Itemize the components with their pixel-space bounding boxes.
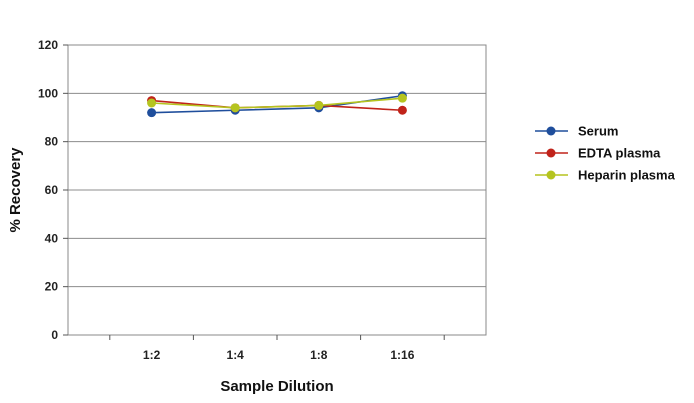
y-axis-label: % Recovery (7, 147, 24, 233)
legend-marker (546, 148, 556, 158)
data-point (230, 103, 240, 113)
series (147, 91, 407, 118)
data-point (314, 100, 324, 110)
x-tick-label: 1:16 (390, 348, 414, 362)
x-axis-ticks: 1:2 1:4 1:8 1:16 (109, 335, 445, 362)
series-line (151, 97, 403, 109)
x-axis-label: Sample Dilution (220, 378, 333, 395)
x-tick-label: 1:2 (143, 348, 161, 362)
legend-marker (546, 170, 556, 180)
series-2 (147, 93, 407, 113)
y-tick-label: 0 (51, 328, 58, 342)
x-tick-label: 1:4 (227, 348, 245, 362)
legend-label: Heparin plasma (578, 168, 676, 183)
y-tick-label: 80 (45, 135, 59, 149)
x-tick-label: 1:8 (310, 348, 328, 362)
y-tick-label: 40 (45, 231, 59, 245)
legend-marker (546, 126, 556, 136)
y-tick-label: 60 (45, 183, 59, 197)
data-point (397, 93, 407, 103)
y-axis-ticks: 0 20 40 60 80 100 120 (38, 38, 68, 342)
legend-item: Heparin plasma (535, 168, 676, 183)
legend-label: EDTA plasma (578, 146, 661, 161)
y-tick-label: 100 (38, 86, 58, 100)
data-point (397, 105, 407, 115)
gridlines (68, 44, 486, 336)
legend-item: Serum (535, 124, 618, 139)
data-point (147, 98, 157, 108)
legend: Serum EDTA plasma Heparin plasma (535, 124, 676, 183)
y-tick-label: 120 (38, 38, 58, 52)
data-point (147, 108, 157, 118)
legend-label: Serum (578, 124, 618, 139)
legend-item: EDTA plasma (535, 146, 661, 161)
y-tick-label: 20 (45, 280, 59, 294)
